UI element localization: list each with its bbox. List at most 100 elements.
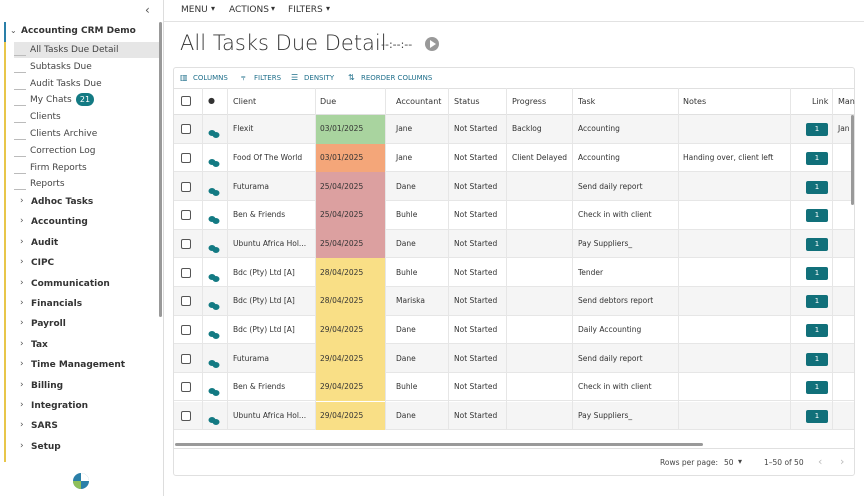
toolbar-button[interactable]: COLUMNS: [193, 74, 228, 82]
chat-icon[interactable]: [208, 153, 220, 167]
row-checkbox[interactable]: [181, 324, 191, 335]
item-tick: [14, 122, 26, 124]
chat-icon[interactable]: [208, 325, 220, 339]
row-checkbox[interactable]: [181, 152, 191, 163]
nav-item[interactable]: Correction Log: [30, 145, 96, 156]
row-checkbox[interactable]: [181, 124, 191, 135]
link-button[interactable]: 1: [806, 352, 828, 366]
cell-task: Daily Accounting: [578, 324, 642, 334]
nav-group[interactable]: Financials: [31, 299, 83, 309]
nav-group[interactable]: CIPC: [31, 258, 55, 269]
column-header[interactable]: Progress: [512, 97, 547, 106]
row-checkbox[interactable]: [181, 353, 191, 364]
chat-icon[interactable]: [208, 354, 220, 368]
nav-group[interactable]: Integration: [31, 401, 89, 411]
row-checkbox[interactable]: [181, 181, 191, 192]
row-checkbox[interactable]: [181, 210, 191, 221]
nav-item[interactable]: Reports: [30, 179, 65, 190]
row-checkbox[interactable]: [181, 296, 191, 307]
column-header[interactable]: Notes: [683, 97, 707, 106]
nav-group[interactable]: Adhoc Tasks: [31, 197, 94, 207]
nav-group[interactable]: Payroll: [31, 319, 66, 330]
project-name[interactable]: Accounting CRM Demo: [21, 26, 136, 36]
nav-item[interactable]: Clients: [30, 112, 61, 123]
chat-icon[interactable]: [208, 210, 220, 225]
nav-item[interactable]: Clients Archive: [30, 129, 98, 139]
cell-due: 03/01/2025: [320, 152, 364, 162]
nav-group[interactable]: Time Management: [31, 360, 126, 371]
toolbar-button[interactable]: DENSITY: [304, 74, 335, 82]
menu-button[interactable]: FILTERS: [288, 5, 323, 15]
column-header[interactable]: Status: [454, 97, 480, 106]
menu-button[interactable]: MENU: [181, 5, 208, 15]
link-button[interactable]: 1: [806, 323, 828, 337]
chat-icon[interactable]: [208, 296, 220, 311]
link-button[interactable]: 1: [806, 151, 828, 165]
due-cell: [315, 286, 385, 316]
nav-group[interactable]: Billing: [31, 380, 64, 391]
link-button[interactable]: 1: [806, 180, 828, 194]
cell-task: Tender: [578, 267, 604, 277]
row-checkbox[interactable]: [181, 267, 191, 278]
chat-icon[interactable]: [208, 268, 220, 282]
group-caret: ›: [20, 298, 24, 308]
chat-icon[interactable]: [208, 182, 220, 196]
column-header[interactable]: Task: [578, 97, 596, 106]
nav-item[interactable]: Firm Reports: [30, 162, 87, 173]
chat-glyph: [208, 359, 220, 368]
menu-button[interactable]: ACTIONS: [229, 5, 269, 15]
chat-icon[interactable]: [208, 382, 220, 397]
column-header[interactable]: Due: [320, 97, 337, 106]
column-header[interactable]: Accountant: [396, 97, 442, 106]
nav-item[interactable]: All Tasks Due Detail: [30, 45, 119, 55]
due-cell: [315, 115, 385, 144]
next-page[interactable]: ›: [840, 455, 845, 468]
row-checkbox[interactable]: [181, 238, 191, 249]
collapse-button[interactable]: ‹: [145, 3, 150, 17]
rows-per-page-select[interactable]: 50: [724, 458, 734, 467]
menu-caret: ▾: [271, 4, 276, 13]
link-button[interactable]: 1: [806, 381, 828, 395]
nav-group[interactable]: SARS: [31, 421, 58, 432]
nav-item[interactable]: My Chats: [30, 95, 72, 106]
cell-status: Not Started: [454, 410, 498, 420]
link-button[interactable]: 1: [806, 409, 828, 423]
table-row: [174, 258, 854, 287]
column-header[interactable]: Man: [838, 97, 855, 106]
item-tick: [14, 189, 26, 191]
nav-group[interactable]: Accounting: [31, 217, 88, 228]
cell-due: 29/04/2025: [320, 324, 364, 334]
link-button[interactable]: 1: [806, 266, 828, 280]
cell-status: Not Started: [454, 124, 498, 134]
cell-task: Accounting: [578, 152, 620, 162]
toolbar-button[interactable]: FILTERS: [254, 74, 282, 82]
menu-caret: ▾: [211, 4, 216, 13]
toolbar-button[interactable]: REORDER COLUMNS: [361, 74, 433, 82]
group-caret: ›: [20, 400, 24, 410]
chat-icon[interactable]: [208, 411, 220, 425]
nav-group[interactable]: Audit: [31, 237, 59, 248]
cell-due: 29/04/2025: [320, 410, 364, 420]
link-button[interactable]: 1: [806, 209, 828, 223]
row-checkbox[interactable]: [181, 382, 191, 393]
nav-group[interactable]: Communication: [31, 278, 110, 289]
nav-group[interactable]: Tax: [31, 339, 48, 350]
link-button[interactable]: 1: [806, 295, 828, 309]
column-header[interactable]: Link: [812, 97, 829, 106]
prev-page[interactable]: ‹: [818, 455, 823, 468]
header-checkbox[interactable]: [181, 96, 191, 106]
link-button[interactable]: 1: [806, 123, 828, 137]
nav-group[interactable]: Setup: [31, 441, 61, 452]
chat-icon[interactable]: [208, 124, 220, 139]
nav-item[interactable]: Subtasks Due: [30, 61, 92, 72]
group-caret: ›: [20, 420, 24, 431]
cell-accountant: Jane: [396, 124, 413, 134]
nav-item[interactable]: Audit Tasks Due: [30, 78, 102, 89]
timer-play[interactable]: [425, 37, 439, 51]
column-separator: [572, 88, 573, 431]
link-button[interactable]: 1: [806, 237, 828, 251]
column-header[interactable]: Client: [233, 97, 257, 106]
cell-status: Not Started: [454, 353, 498, 363]
row-checkbox[interactable]: [181, 410, 191, 421]
chat-icon[interactable]: [208, 239, 220, 253]
